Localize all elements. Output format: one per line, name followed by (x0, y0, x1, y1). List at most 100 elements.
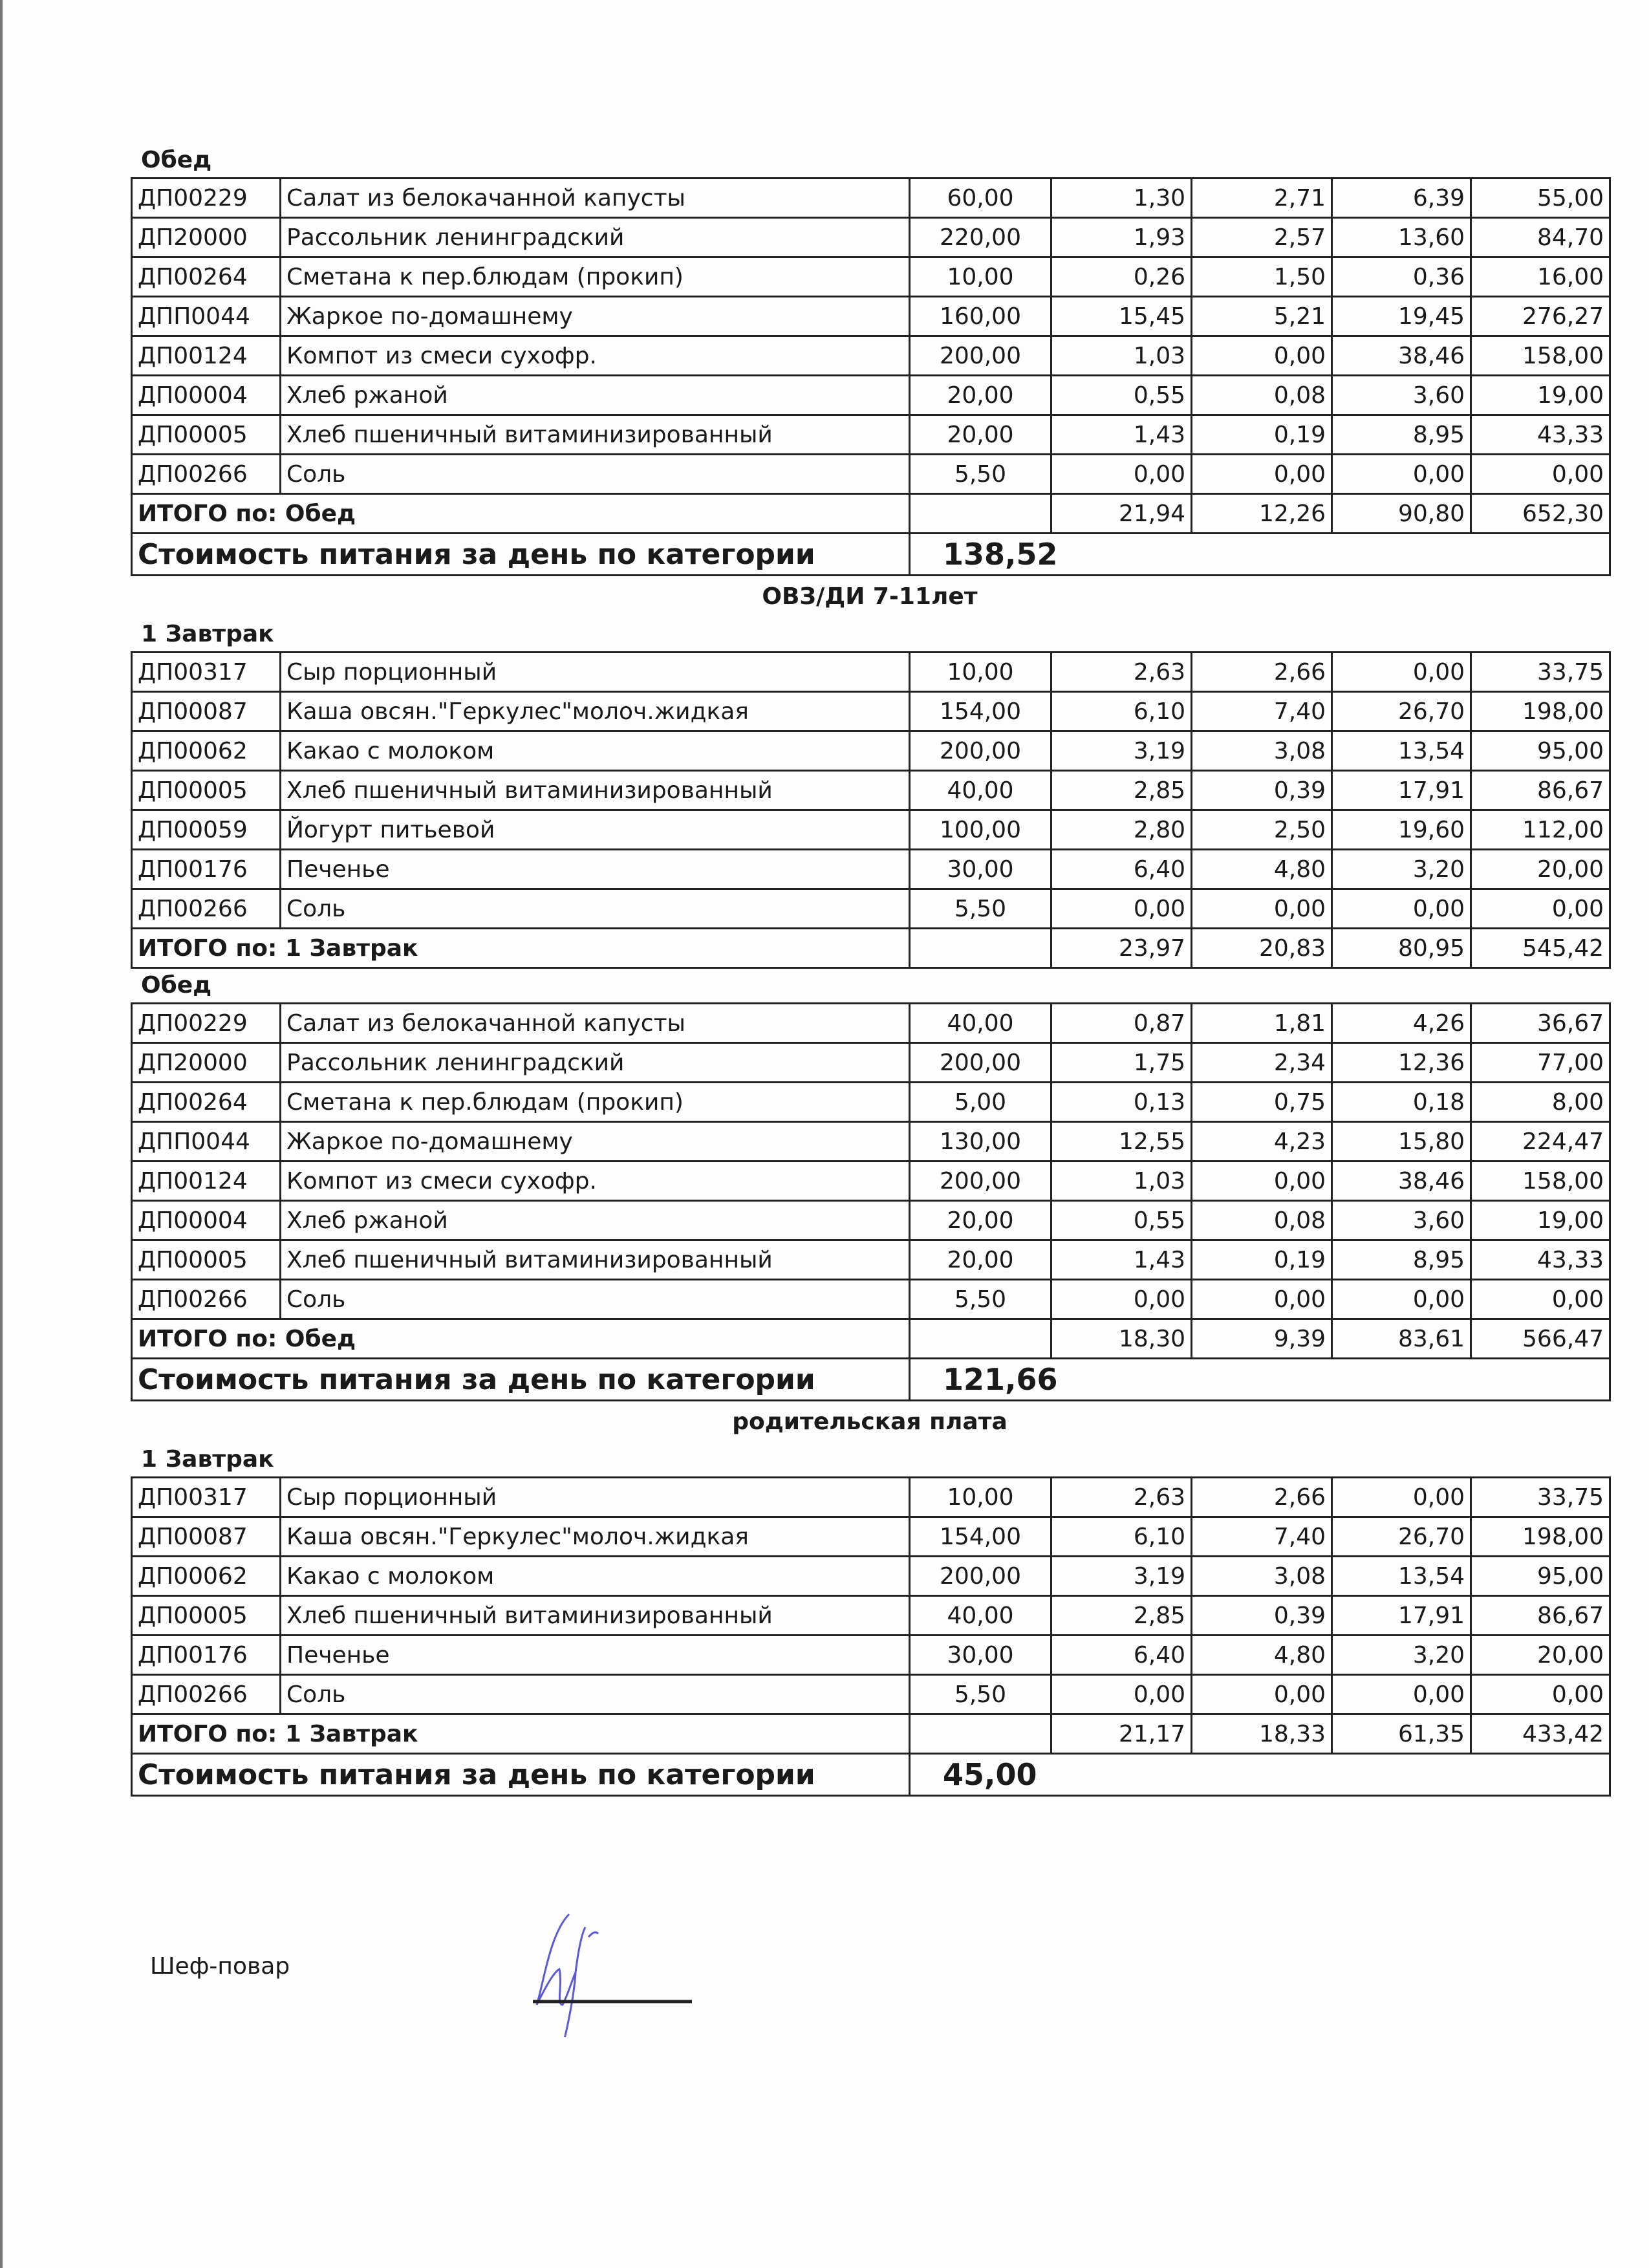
table-row: ДП00124 Компот из смеси сухофр. 200,00 1,03… (131, 335, 1611, 376)
item-carbs: 8,95 (1331, 1239, 1472, 1280)
total-carbs: 80,95 (1331, 927, 1472, 969)
total-row: ИТОГО по: Обед 18,30 9,39 83,61 566,47 (131, 1318, 1611, 1359)
item-carbs: 17,91 (1331, 770, 1472, 811)
item-fat: 0,00 (1191, 888, 1333, 929)
item-carbs: 0,00 (1331, 1476, 1472, 1518)
item-carbs: 26,70 (1331, 691, 1472, 732)
cost-row: Стоимость питания за день по категории 13… (131, 532, 1611, 576)
table-row: ДП00005 Хлеб пшеничный витаминизированный… (131, 1239, 1611, 1280)
item-fat: 3,08 (1191, 1555, 1333, 1597)
table-row: ДП00005 Хлеб пшеничный витаминизированный… (131, 414, 1611, 455)
item-code: ДП00087 (131, 691, 281, 732)
item-fat: 0,39 (1191, 1595, 1333, 1636)
item-calories: 55,00 (1470, 177, 1611, 219)
meal-label: 1 Завтрак (141, 621, 274, 647)
item-carbs: 26,70 (1331, 1516, 1472, 1557)
item-quantity: 5,50 (909, 1279, 1052, 1320)
item-code: ДП00124 (131, 335, 281, 376)
total-protein: 21,94 (1050, 493, 1192, 534)
table-row: ДП00062 Какао с молоком 200,00 3,19 3,08 13,5… (131, 730, 1611, 772)
item-code: ДПП0044 (131, 296, 281, 337)
meal-label: 1 Завтрак (141, 1446, 274, 1473)
item-calories: 33,75 (1470, 651, 1611, 693)
item-protein: 2,85 (1050, 1595, 1192, 1636)
item-protein: 2,63 (1050, 1476, 1192, 1518)
total-carbs: 83,61 (1331, 1318, 1472, 1359)
item-calories: 0,00 (1470, 1279, 1611, 1320)
item-calories: 224,47 (1470, 1121, 1611, 1162)
item-carbs: 13,60 (1331, 217, 1472, 258)
item-name: Жаркое по-домашнему (279, 1121, 911, 1162)
item-code: ДП00317 (131, 1476, 281, 1518)
total-calories: 545,42 (1470, 927, 1611, 969)
cost-value: 45,00 (909, 1753, 1611, 1797)
table-row: ДП00264 Сметана к пер.блюдам (прокип) 5,00… (131, 1081, 1611, 1123)
item-quantity: 154,00 (909, 1516, 1052, 1557)
item-code: ДП00004 (131, 1200, 281, 1241)
table-row: ДП00087 Каша овсян."Геркулес"молоч.жидкая… (131, 1516, 1611, 1557)
item-calories: 276,27 (1470, 296, 1611, 337)
item-protein: 3,19 (1050, 730, 1192, 772)
total-calories: 566,47 (1470, 1318, 1611, 1359)
item-name: Хлеб пшеничный витаминизированный (279, 1239, 911, 1280)
item-carbs: 19,60 (1331, 809, 1472, 850)
meal-table: ДП00229 Салат из белокачанной капусты 40,0… (131, 1002, 1611, 1401)
item-quantity: 100,00 (909, 809, 1052, 850)
category-title: ОВЗ/ДИ 7-11лет (762, 583, 978, 610)
item-protein: 3,19 (1050, 1555, 1192, 1597)
item-code: ДП00087 (131, 1516, 281, 1557)
item-carbs: 0,00 (1331, 1279, 1472, 1320)
table-row: ДП00317 Сыр порционный 10,00 2,63 2,66 0,00 33… (131, 1476, 1611, 1518)
item-protein: 6,40 (1050, 1634, 1192, 1676)
total-protein: 23,97 (1050, 927, 1192, 969)
scan-edge (0, 0, 3, 2268)
item-carbs: 0,00 (1331, 888, 1472, 929)
item-protein: 1,75 (1050, 1042, 1192, 1083)
chef-label: Шеф-повар (150, 1953, 290, 1980)
item-calories: 19,00 (1470, 1200, 1611, 1241)
item-name: Компот из смеси сухофр. (279, 335, 911, 376)
item-name: Хлеб ржаной (279, 374, 911, 416)
item-code: ДП00264 (131, 256, 281, 297)
table-row: ДП00124 Компот из смеси сухофр. 200,00 1,03… (131, 1160, 1611, 1202)
item-quantity: 20,00 (909, 374, 1052, 416)
category-title: родительская плата (732, 1409, 1008, 1435)
item-calories: 95,00 (1470, 730, 1611, 772)
item-code: ДП00176 (131, 848, 281, 890)
item-quantity: 160,00 (909, 296, 1052, 337)
item-fat: 0,08 (1191, 1200, 1333, 1241)
table-row: ДП00229 Салат из белокачанной капусты 60,0… (131, 177, 1611, 219)
total-fat: 20,83 (1191, 927, 1333, 969)
table-row: ДП00062 Какао с молоком 200,00 3,19 3,08 13,5… (131, 1555, 1611, 1597)
item-protein: 6,10 (1050, 1516, 1192, 1557)
total-protein: 21,17 (1050, 1713, 1192, 1755)
menu-document: Обед ДП00229 Салат из белокачанной капусты… (131, 144, 1611, 1797)
total-protein: 18,30 (1050, 1318, 1192, 1359)
total-label: ИТОГО по: 1 Завтрак (131, 927, 911, 969)
item-quantity: 5,00 (909, 1081, 1052, 1123)
total-label: ИТОГО по: Обед (131, 1318, 911, 1359)
item-fat: 0,00 (1191, 1279, 1333, 1320)
item-fat: 3,08 (1191, 730, 1333, 772)
item-calories: 158,00 (1470, 335, 1611, 376)
item-protein: 0,55 (1050, 1200, 1192, 1241)
item-quantity: 40,00 (909, 770, 1052, 811)
item-quantity: 30,00 (909, 1634, 1052, 1676)
cost-label: Стоимость питания за день по категории (131, 1753, 911, 1797)
item-protein: 6,40 (1050, 848, 1192, 890)
item-name: Печенье (279, 848, 911, 890)
item-protein: 6,10 (1050, 691, 1192, 732)
item-calories: 112,00 (1470, 809, 1611, 850)
item-code: ДП00229 (131, 1002, 281, 1044)
item-quantity: 5,50 (909, 453, 1052, 495)
item-code: ДПП0044 (131, 1121, 281, 1162)
item-carbs: 0,00 (1331, 1674, 1472, 1715)
item-fat: 0,00 (1191, 335, 1333, 376)
item-name: Соль (279, 1674, 911, 1715)
total-quantity (909, 493, 1052, 534)
item-fat: 2,57 (1191, 217, 1333, 258)
total-row: ИТОГО по: 1 Завтрак 23,97 20,83 80,95 545,42 (131, 927, 1611, 969)
table-row: ДПП0044 Жаркое по-домашнему 160,00 15,45 5,2… (131, 296, 1611, 337)
table-row: ДП00264 Сметана к пер.блюдам (прокип) 10,0… (131, 256, 1611, 297)
item-carbs: 3,20 (1331, 848, 1472, 890)
